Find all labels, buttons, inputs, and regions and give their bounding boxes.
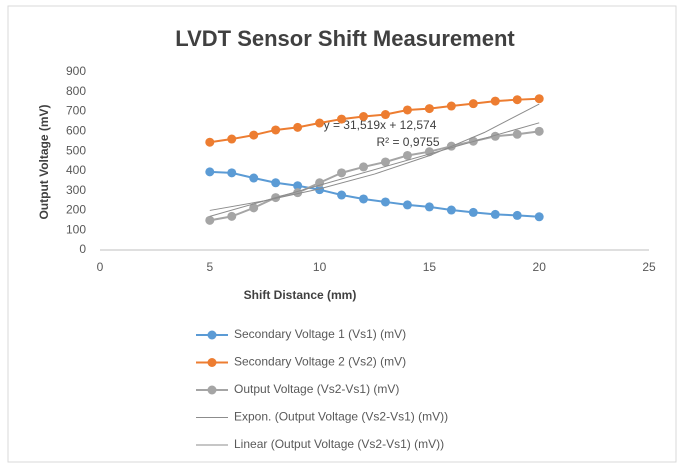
data-point (468, 207, 478, 217)
data-point (359, 112, 369, 121)
y-axis-label: Output Voltage (mV) (37, 104, 51, 219)
y-tick-label: 200 (66, 203, 86, 217)
x-axis-label: Shift Distance (mm) (244, 288, 357, 302)
y-tick-label: 600 (66, 124, 86, 138)
data-point (512, 129, 522, 139)
data-point (380, 197, 390, 207)
data-point (490, 131, 500, 141)
x-tick-label: 20 (533, 260, 547, 274)
series-line (209, 170, 540, 218)
data-point (271, 178, 281, 188)
data-point (534, 212, 544, 222)
legend-label: Output Voltage (Vs2-Vs1) (mV) (234, 382, 399, 396)
data-point (402, 200, 412, 210)
data-point (205, 167, 215, 177)
data-point (227, 134, 237, 144)
data-point (446, 101, 456, 111)
x-tick-label: 10 (313, 260, 327, 274)
data-point (446, 205, 456, 215)
data-point (205, 137, 215, 147)
data-point (359, 162, 369, 172)
data-point (337, 168, 347, 178)
data-point (380, 110, 390, 120)
data-point (424, 202, 434, 212)
r-squared: R² = 0,9755 (376, 135, 439, 149)
data-point (534, 126, 544, 136)
chart-title: LVDT Sensor Shift Measurement (175, 26, 515, 51)
data-point (490, 96, 500, 106)
legend-label: Expon. (Output Voltage (Vs2-Vs1) (mV)) (234, 410, 448, 424)
data-point (205, 215, 215, 225)
data-point (249, 130, 259, 140)
legend-label: Secondary Voltage 1 (Vs1) (mV) (234, 327, 406, 341)
data-point (424, 104, 434, 114)
data-point (337, 114, 347, 124)
data-point (359, 194, 369, 204)
x-tick-label: 25 (642, 260, 656, 274)
data-point (315, 118, 325, 128)
trendline-equation: y = 31,519x + 12,574 (324, 118, 437, 132)
chart-frame (7, 5, 677, 463)
data-point (490, 209, 500, 219)
data-point (293, 122, 303, 132)
data-point (534, 94, 544, 104)
x-tick-label: 15 (423, 260, 437, 274)
data-point (227, 211, 237, 221)
y-tick-label: 300 (66, 183, 86, 197)
data-point (337, 190, 347, 200)
data-point (315, 185, 325, 195)
data-point (227, 168, 237, 178)
y-tick-label: 800 (66, 84, 86, 98)
data-point (249, 173, 259, 183)
legend-marker (207, 385, 217, 395)
series-line (209, 97, 540, 144)
data-point (402, 105, 412, 115)
y-tick-label: 700 (66, 104, 86, 118)
legend-marker (207, 358, 217, 367)
data-point (402, 150, 412, 160)
x-tick-label: 5 (206, 260, 213, 274)
y-tick-label: 400 (66, 163, 86, 177)
y-tick-label: 0 (79, 242, 86, 256)
y-tick-label: 500 (66, 143, 86, 157)
data-point (512, 95, 522, 105)
x-tick-label: 0 (97, 260, 104, 274)
data-point (249, 203, 259, 213)
data-point (271, 125, 281, 135)
data-point (380, 157, 390, 167)
y-tick-label: 900 (66, 64, 86, 78)
legend-label: Secondary Voltage 2 (Vs2) (mV) (234, 355, 406, 369)
data-point (512, 210, 522, 220)
trendline (209, 122, 540, 217)
legend-marker (207, 330, 217, 340)
data-point (468, 99, 478, 109)
data-point (293, 181, 303, 191)
y-tick-label: 100 (66, 222, 86, 236)
data-point (424, 147, 434, 157)
legend-label: Linear (Output Voltage (Vs2-Vs1) (mV)) (234, 437, 444, 451)
